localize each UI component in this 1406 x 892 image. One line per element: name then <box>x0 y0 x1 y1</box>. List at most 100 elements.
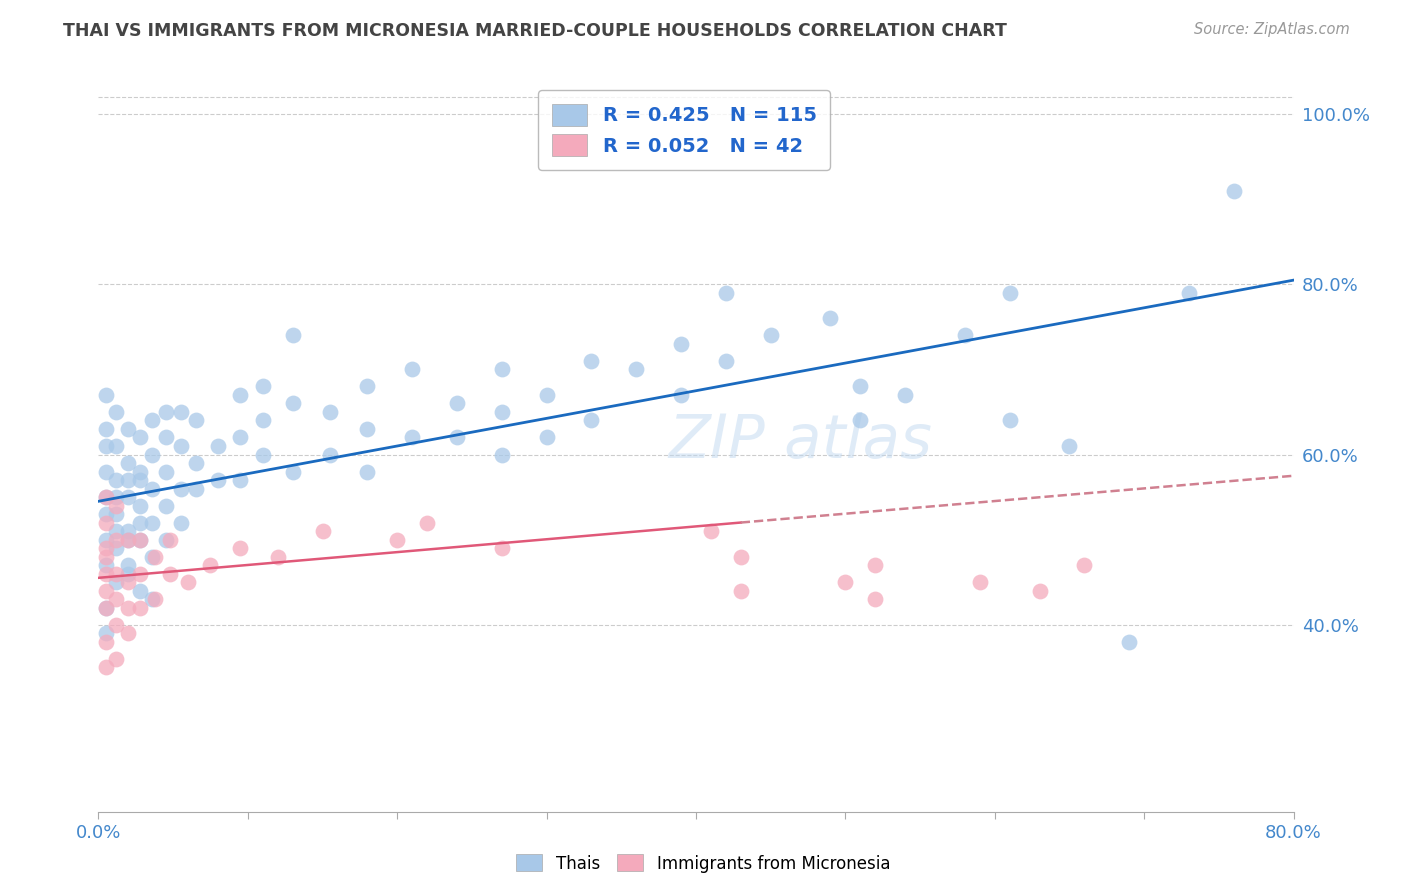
Point <box>849 379 872 393</box>
Point <box>94 660 117 674</box>
Point <box>94 600 117 615</box>
Point <box>105 439 128 453</box>
Point <box>865 592 887 607</box>
Point <box>117 456 139 470</box>
Point <box>129 499 152 513</box>
Point <box>105 405 128 419</box>
Point <box>129 473 152 487</box>
Point <box>105 592 128 607</box>
Point <box>491 448 513 462</box>
Point <box>94 566 117 581</box>
Point <box>200 558 222 572</box>
Point <box>446 430 468 444</box>
Point <box>159 566 181 581</box>
Point <box>536 388 558 402</box>
Point <box>105 575 128 590</box>
Point <box>94 626 117 640</box>
Point <box>169 482 191 496</box>
Point <box>117 575 139 590</box>
Point <box>129 516 152 530</box>
Point <box>759 328 782 343</box>
Point <box>143 549 166 564</box>
Point <box>117 533 139 547</box>
Point <box>229 473 252 487</box>
Point <box>820 311 842 326</box>
Point <box>356 379 378 393</box>
Point <box>865 558 887 572</box>
Point <box>141 413 163 427</box>
Point <box>129 465 152 479</box>
Point <box>581 354 603 368</box>
Text: ZIP atlas: ZIP atlas <box>668 412 932 471</box>
Point <box>155 465 177 479</box>
Point <box>129 533 152 547</box>
Point <box>169 405 191 419</box>
Point <box>94 558 117 572</box>
Point <box>94 465 117 479</box>
Point <box>267 549 290 564</box>
Point <box>117 626 139 640</box>
Point <box>1118 634 1140 648</box>
Point <box>491 541 513 555</box>
Point <box>252 413 274 427</box>
Point <box>117 473 139 487</box>
Point <box>281 465 304 479</box>
Point <box>117 533 139 547</box>
Point <box>401 362 423 376</box>
Point <box>94 388 117 402</box>
Point <box>141 448 163 462</box>
Text: THAI VS IMMIGRANTS FROM MICRONESIA MARRIED-COUPLE HOUSEHOLDS CORRELATION CHART: THAI VS IMMIGRANTS FROM MICRONESIA MARRI… <box>63 22 1007 40</box>
Point <box>105 617 128 632</box>
Point <box>155 405 177 419</box>
Point <box>94 516 117 530</box>
Point <box>730 549 752 564</box>
Point <box>356 465 378 479</box>
Point <box>155 499 177 513</box>
Point <box>1223 184 1246 198</box>
Point <box>129 430 152 444</box>
Point <box>141 482 163 496</box>
Point <box>969 575 991 590</box>
Point <box>105 490 128 504</box>
Point <box>94 490 117 504</box>
Point <box>1028 583 1050 598</box>
Point <box>129 600 152 615</box>
Point <box>155 533 177 547</box>
Point <box>626 362 648 376</box>
Point <box>143 592 166 607</box>
Point <box>356 422 378 436</box>
Point <box>129 566 152 581</box>
Point <box>94 634 117 648</box>
Point <box>105 651 128 665</box>
Point <box>252 379 274 393</box>
Point <box>281 396 304 410</box>
Point <box>117 422 139 436</box>
Point <box>669 337 692 351</box>
Point <box>491 405 513 419</box>
Point <box>117 490 139 504</box>
Point <box>401 430 423 444</box>
Point <box>700 524 723 538</box>
Point <box>1178 285 1201 300</box>
Point <box>491 362 513 376</box>
Point <box>117 600 139 615</box>
Legend: R = 0.425   N = 115, R = 0.052   N = 42: R = 0.425 N = 115, R = 0.052 N = 42 <box>538 90 830 169</box>
Point <box>94 533 117 547</box>
Point <box>581 413 603 427</box>
Point <box>94 490 117 504</box>
Point <box>184 456 207 470</box>
Point <box>953 328 976 343</box>
Point <box>105 533 128 547</box>
Point <box>184 413 207 427</box>
Text: Source: ZipAtlas.com: Source: ZipAtlas.com <box>1194 22 1350 37</box>
Point <box>416 516 439 530</box>
Point <box>105 507 128 521</box>
Point <box>159 533 181 547</box>
Point <box>207 439 229 453</box>
Point <box>94 583 117 598</box>
Point <box>1073 558 1095 572</box>
Point <box>129 533 152 547</box>
Point <box>311 524 333 538</box>
Point <box>117 524 139 538</box>
Point <box>169 516 191 530</box>
